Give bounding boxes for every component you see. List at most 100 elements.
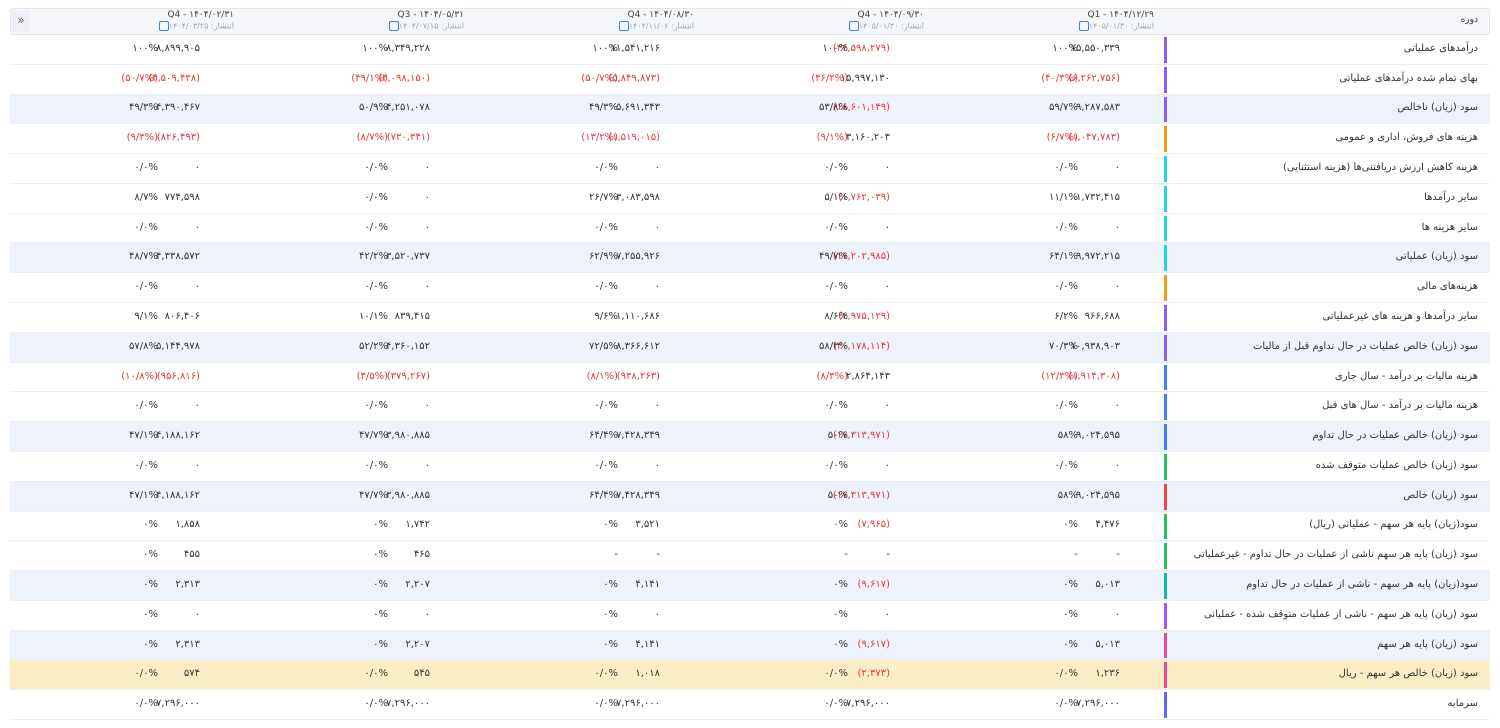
percent: ۰/۰% bbox=[364, 698, 388, 710]
amount: (۷۳۰,۳۴۱) bbox=[386, 132, 430, 144]
amount: ۰ bbox=[1114, 400, 1120, 412]
amount: ۵۷۴ bbox=[183, 668, 200, 680]
collapse-button[interactable]: » bbox=[12, 10, 30, 32]
amount: ۴۶۵ bbox=[413, 549, 430, 561]
percent: ۵۸/۳% bbox=[819, 340, 848, 352]
amount: ۱,۷۴۲ bbox=[405, 519, 430, 531]
percent: ۰% bbox=[833, 519, 848, 531]
report-link[interactable] bbox=[848, 21, 859, 31]
percent: (۴۹/۱%) bbox=[351, 72, 388, 84]
amount: ۰ bbox=[884, 281, 890, 293]
percent: (۴۰/۳%) bbox=[1041, 72, 1078, 84]
amount: ۸,۳۶۶,۶۱۲ bbox=[616, 340, 660, 352]
percent: (۱۰/۸%) bbox=[121, 370, 158, 382]
percent: ۰% bbox=[373, 608, 388, 620]
amount: (۹,۶۱۷) bbox=[857, 578, 890, 590]
amount: ۰ bbox=[194, 459, 200, 471]
amount: ۹,۰۲۴,۵۹۵ bbox=[1076, 489, 1120, 501]
amount: ۰ bbox=[424, 459, 430, 471]
percent: ۰/۰% bbox=[824, 162, 848, 174]
amount: ۸,۸۹۹,۹۰۵ bbox=[156, 42, 200, 54]
table-row bbox=[10, 571, 1490, 601]
percent: ۵۷/۸% bbox=[129, 340, 158, 352]
report-link[interactable] bbox=[618, 21, 629, 31]
table-row bbox=[10, 243, 1490, 274]
group-marker bbox=[1164, 662, 1167, 689]
row-label: سود (زیان) ناخالص bbox=[1397, 102, 1478, 114]
group-marker bbox=[1164, 573, 1167, 599]
amount: ۹,۰۲۴,۵۹۵ bbox=[1076, 430, 1120, 442]
amount: (۲,۳۷۳) bbox=[857, 668, 890, 680]
percent: ۴۷/۱% bbox=[129, 489, 158, 501]
amount: ۰ bbox=[1114, 608, 1120, 620]
amount: - bbox=[656, 549, 660, 561]
amount: (۱,۷۶۲,۰۳۹) bbox=[838, 191, 890, 203]
table-row bbox=[10, 273, 1490, 304]
percent: (۱۳/۲%) bbox=[581, 132, 618, 144]
table-row bbox=[10, 64, 1490, 95]
report-link[interactable] bbox=[1078, 21, 1089, 31]
percent: ۰/۰% bbox=[824, 221, 848, 233]
percent: ۰/۰% bbox=[594, 162, 618, 174]
percent: ۰/۰% bbox=[134, 221, 158, 233]
amount: ۱۵,۵۵۰,۳۳۹ bbox=[1070, 42, 1120, 54]
amount: ۰ bbox=[1114, 459, 1120, 471]
period-title: Q4 - ۱۴۰۴/۰۲/۳۱ bbox=[167, 10, 234, 20]
group-marker bbox=[1164, 632, 1167, 659]
row-label: هزینه مالیات بر درآمد - سال های قبل bbox=[1322, 400, 1478, 412]
amount: (۳۴,۵۹۸,۲۷۹) bbox=[832, 42, 890, 54]
amount: ۰ bbox=[654, 162, 660, 174]
publish-date: انتشار: ۱۴۰۴/۰۷/۱۵ bbox=[386, 21, 464, 31]
percent: ۴۸/۷% bbox=[129, 251, 158, 263]
percent: ۰% bbox=[143, 519, 158, 531]
amount: ۳,۱۶۰,۲۰۳ bbox=[846, 132, 890, 144]
percent: ۴۹/۳% bbox=[129, 102, 158, 114]
group-marker bbox=[1164, 513, 1167, 540]
amount: ۵,۶۹۱,۳۴۳ bbox=[616, 102, 660, 114]
table-row bbox=[10, 422, 1490, 452]
percent: ۰% bbox=[373, 578, 388, 590]
amount: ۰ bbox=[884, 400, 890, 412]
percent: (۸/۷%) bbox=[356, 132, 388, 144]
percent: ۰/۰% bbox=[364, 281, 388, 293]
percent: ۰/۰% bbox=[824, 698, 848, 710]
percent: ۰/۰% bbox=[134, 459, 158, 471]
publish-date: انتشار: ۱۴۰۴/۱۱/۰۶ bbox=[616, 21, 694, 31]
amount: (۱,۹۱۴,۳۰۸) bbox=[1068, 370, 1120, 382]
percent: ۰/۰% bbox=[824, 400, 848, 412]
amount: ۰ bbox=[1114, 281, 1120, 293]
amount: ۱,۱۱۰,۶۸۶ bbox=[616, 310, 660, 322]
report-link[interactable] bbox=[158, 21, 169, 31]
percent: ۴۹/۷% bbox=[819, 251, 848, 263]
percent: ۴۷/۷% bbox=[359, 489, 388, 501]
percent: (۵۰/۷%) bbox=[121, 72, 158, 84]
amount: (۱۸,۶۰۱,۱۴۹) bbox=[832, 102, 890, 114]
table-row bbox=[10, 35, 1490, 65]
report-link[interactable] bbox=[388, 21, 399, 31]
percent: ۱۰۰% bbox=[592, 42, 618, 54]
group-marker bbox=[1164, 96, 1167, 123]
amount: (۱۷,۳۱۳,۹۷۱) bbox=[832, 430, 890, 442]
row-label: سود (زیان) خالص عملیات در حال تداوم bbox=[1312, 430, 1478, 442]
amount: (۵,۸۴۹,۸۷۳) bbox=[608, 72, 660, 84]
percent: - bbox=[614, 549, 618, 561]
row-label: سایر درآمدها bbox=[1424, 191, 1478, 203]
percent: ۰% bbox=[833, 638, 848, 650]
amount: ۷,۲۹۶,۰۰۰ bbox=[386, 698, 430, 710]
amount: ۴,۳۳۸,۵۷۲ bbox=[156, 251, 200, 263]
amount: (۹۳۸,۲۶۳) bbox=[616, 370, 660, 382]
amount: ۳,۹۸۰,۸۸۵ bbox=[386, 489, 430, 501]
row-label: هزینه مالیات بر درآمد - سال جاری bbox=[1334, 370, 1478, 382]
percent: - bbox=[1074, 549, 1078, 561]
amount: - bbox=[886, 549, 890, 561]
amount: ۱۵,۹۹۷,۱۳۰ bbox=[840, 72, 890, 84]
amount: ۰ bbox=[654, 608, 660, 620]
publish-date: انتشار: ۱۴۰۵/۰۱/۳۰ bbox=[846, 21, 924, 31]
amount: ۴,۲۵۱,۰۷۸ bbox=[386, 102, 430, 114]
percent: ۰% bbox=[603, 608, 618, 620]
percent: ۵۸% bbox=[1057, 430, 1078, 442]
amount: (۴,۵۰۹,۴۳۸) bbox=[148, 72, 200, 84]
group-marker bbox=[1164, 394, 1167, 421]
amount: ۰ bbox=[884, 162, 890, 174]
amount: ۱,۰۱۸ bbox=[635, 668, 660, 680]
